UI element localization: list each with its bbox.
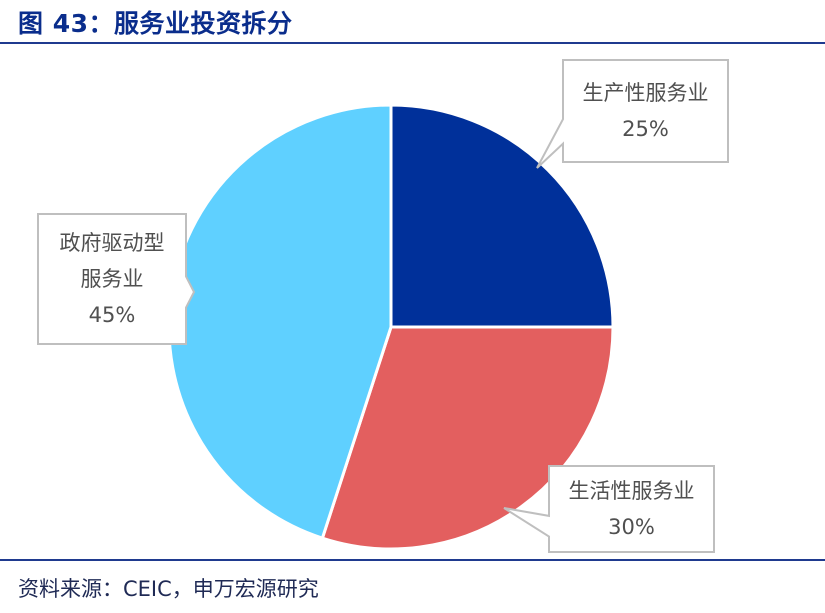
pie-callout-1: 生产性服务业 25% (536, 59, 729, 169)
slice-name-label: 政府驱动型 (60, 231, 165, 255)
slice-name-label: 生活性服务业 (569, 479, 695, 503)
slice-value-label: 30% (608, 515, 655, 539)
slice-name-label: 服务业 (81, 267, 144, 291)
pie-slices (167, 103, 615, 551)
pie-slice-2 (320, 325, 615, 551)
pie-callout-2: 生活性服务业 30% (503, 465, 715, 553)
slice-value-label: 25% (622, 117, 669, 141)
callout-box (503, 465, 715, 553)
slice-name-label: 生产性服务业 (583, 81, 709, 105)
pie-slice-1 (389, 103, 615, 329)
callout-box (536, 59, 729, 169)
slice-value-label: 45% (89, 303, 136, 327)
callout-box (37, 213, 196, 345)
title-underline (0, 42, 825, 44)
footer-rule (0, 559, 825, 561)
source-note: 资料来源：CEIC，申万宏源研究 (18, 577, 319, 601)
figure-title: 图 43：服务业投资拆分 (18, 9, 293, 38)
